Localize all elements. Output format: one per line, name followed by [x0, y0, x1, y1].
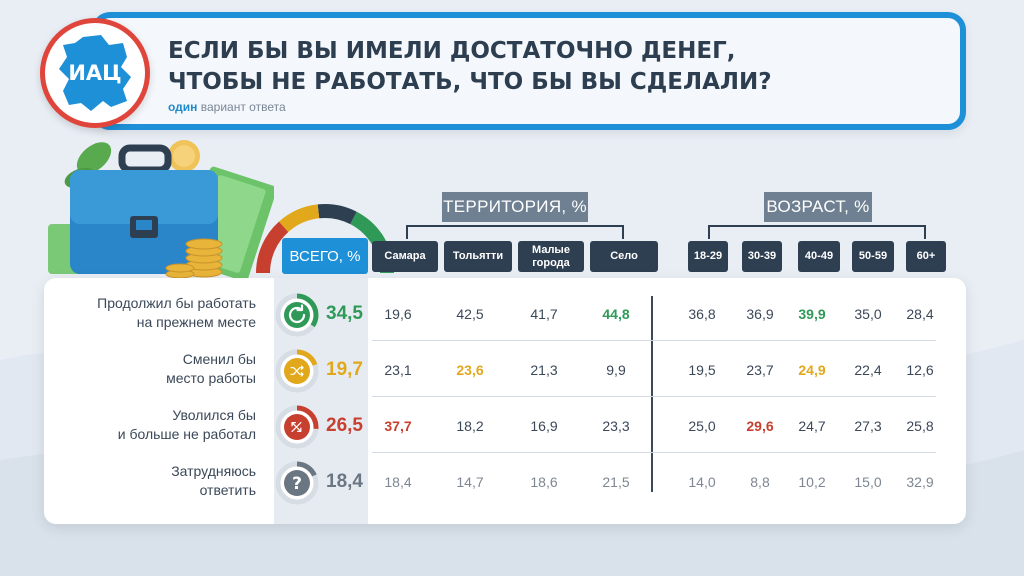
total-value: 26,5 [326, 415, 363, 436]
table-cell: 22,4 [854, 362, 882, 378]
table-cell: 42,5 [456, 306, 484, 322]
table-cell: 29,6 [746, 418, 774, 434]
table-cell: 24,9 [798, 362, 826, 378]
table-cell: 35,0 [854, 306, 882, 322]
row-label-line-2: и больше не работал [117, 426, 256, 442]
iac-logo: ИАЦ [40, 18, 150, 128]
table-cell: 44,8 [602, 306, 630, 322]
col-header-small-towns: Малые города [518, 241, 584, 272]
table-cell: 23,6 [456, 362, 484, 378]
row-label: Продолжил бы работать на прежнем месте [44, 294, 256, 332]
col-header-tolyatti: Тольятти [444, 241, 512, 272]
table-cell: 25,8 [906, 418, 934, 434]
page-title: ЕСЛИ БЫ ВЫ ИМЕЛИ ДОСТАТОЧНО ДЕНЕГ, ЧТОБЫ… [168, 36, 928, 98]
row-separator [372, 396, 936, 397]
col-header-40-49: 40-49 [798, 241, 840, 272]
table-cell: 37,7 [384, 418, 412, 434]
table-cell: 36,8 [688, 306, 716, 322]
total-value: 19,7 [326, 359, 363, 380]
row-label: Затрудняюсь ответить [44, 462, 256, 500]
table-cell: 21,3 [530, 362, 558, 378]
table-cell: 28,4 [906, 306, 934, 322]
logo-text: ИАЦ [68, 61, 122, 85]
results-table [44, 278, 966, 524]
group-divider [651, 296, 653, 492]
total-header: ВСЕГО, % [282, 238, 368, 274]
age-bracket [708, 225, 926, 239]
briefcase-money-icon [48, 140, 274, 282]
region-map-icon [59, 35, 131, 111]
row-label-line-1: Затрудняюсь [171, 463, 256, 479]
col-header-samara: Самара [372, 241, 438, 272]
title-line-1: ЕСЛИ БЫ ВЫ ИМЕЛИ ДОСТАТОЧНО ДЕНЕГ, [168, 38, 736, 64]
table-cell: 18,6 [530, 474, 558, 490]
table-cell: 19,6 [384, 306, 412, 322]
row-label-line-2: место работы [166, 370, 256, 386]
subtitle-rest: вариант ответа [197, 100, 286, 114]
table-cell: 23,3 [602, 418, 630, 434]
table-cell: 21,5 [602, 474, 630, 490]
territory-group-label: ТЕРРИТОРИЯ, % [442, 192, 588, 222]
row-label-line-1: Продолжил бы работать [97, 295, 256, 311]
table-cell: 10,2 [798, 474, 826, 490]
title-line-2: ЧТОБЫ НЕ РАБОТАТЬ, ЧТО БЫ ВЫ СДЕЛАЛИ? [168, 69, 772, 95]
row-label-line-1: Уволился бы [172, 407, 256, 423]
table-cell: 19,5 [688, 362, 716, 378]
table-cell: 16,9 [530, 418, 558, 434]
row-separator [372, 340, 936, 341]
table-cell: 27,3 [854, 418, 882, 434]
col-header-18-29: 18-29 [688, 241, 728, 272]
table-cell: 25,0 [688, 418, 716, 434]
table-cell: 32,9 [906, 474, 934, 490]
row-label: Сменил бы место работы [44, 350, 256, 388]
table-cell: 15,0 [854, 474, 882, 490]
refresh-icon [275, 293, 319, 337]
svg-text:?: ? [292, 474, 302, 494]
total-value: 34,5 [326, 303, 363, 324]
row-label: Уволился бы и больше не работал [44, 406, 256, 444]
col-header-30-39: 30-39 [742, 241, 782, 272]
exit-arrows-icon [275, 405, 319, 449]
gauge-segment [317, 204, 357, 225]
shuffle-icon [275, 349, 319, 393]
table-cell: 18,2 [456, 418, 484, 434]
table-cell: 23,7 [746, 362, 774, 378]
col-header-50-59: 50-59 [852, 241, 894, 272]
gauge-segment [256, 221, 289, 274]
table-cell: 14,0 [688, 474, 716, 490]
row-label-line-1: Сменил бы [182, 351, 256, 367]
table-cell: 23,1 [384, 362, 412, 378]
territory-bracket [406, 225, 624, 239]
table-cell: 9,9 [606, 362, 626, 378]
table-cell: 36,9 [746, 306, 774, 322]
table-cell: 12,6 [906, 362, 934, 378]
row-separator [372, 452, 936, 453]
subtitle: один вариант ответа [168, 100, 286, 114]
table-cell: 8,8 [750, 474, 770, 490]
table-cell: 39,9 [798, 306, 826, 322]
total-value: 18,4 [326, 471, 363, 492]
row-label-line-2: ответить [199, 482, 256, 498]
col-header-village: Село [590, 241, 658, 272]
table-cell: 18,4 [384, 474, 412, 490]
subtitle-bold: один [168, 100, 198, 114]
row-label-line-2: на прежнем месте [136, 314, 256, 330]
col-header-60plus: 60+ [906, 241, 946, 272]
question-icon: ? [275, 461, 319, 505]
table-cell: 41,7 [530, 306, 558, 322]
header-banner: ЕСЛИ БЫ ВЫ ИМЕЛИ ДОСТАТОЧНО ДЕНЕГ, ЧТОБЫ… [92, 12, 966, 130]
age-group-label: ВОЗРАСТ, % [764, 192, 872, 222]
table-cell: 24,7 [798, 418, 826, 434]
table-cell: 14,7 [456, 474, 484, 490]
gauge-segment [278, 204, 320, 233]
